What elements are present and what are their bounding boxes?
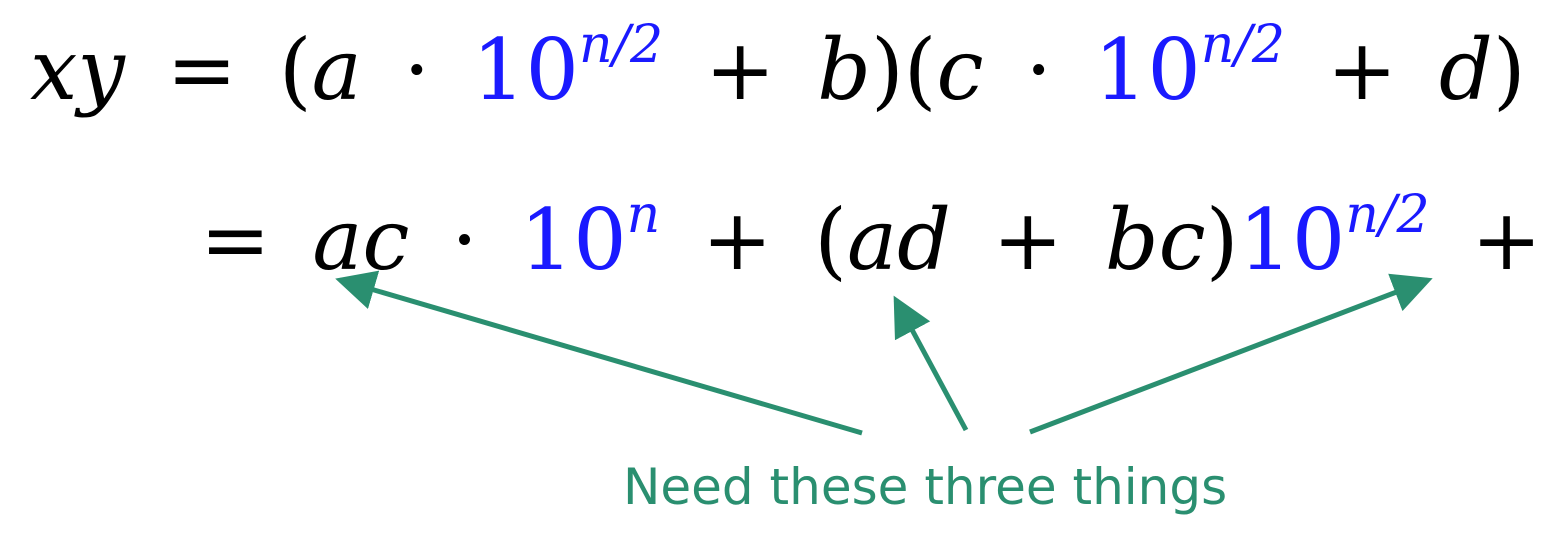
ten-base: 10 [472,21,579,119]
dot-operator: · [1025,21,1053,119]
ten-base: 10 [519,191,627,289]
paren-open: ( [278,21,312,119]
arrow-to-ac [335,270,863,436]
exponent-n-half: n/2 [1200,14,1286,75]
paren-open: ( [814,191,847,289]
annotation-caption: Need these three things [623,458,1228,516]
arrow-to-bd [1029,273,1433,435]
term-bc: bc [1104,191,1206,289]
power-of-ten: 10n/2 [1093,18,1285,119]
equation-line-1: xy = (a · 10n/2 + b)(c · 10n/2 + d) [30,18,1526,112]
ten-base: 10 [1238,191,1346,289]
plus-sign: + [702,191,773,289]
equals-sign: = [200,191,271,289]
plus-sign: + [992,191,1064,289]
paren-close: ) [1205,191,1239,289]
ten-base: 10 [1093,21,1201,119]
exponent-n-half: n/2 [1345,184,1430,245]
power-of-ten: 10n [519,188,660,289]
plus-sign: + [1326,21,1398,119]
plus-sign: + [1471,191,1542,289]
term-ac: ac [312,191,410,289]
equation-line-2: = ac · 10n + (ad + bc)10n/2 + bd [185,188,1548,282]
exponent-n: n [626,184,661,245]
paren-open: ( [903,21,937,119]
paren-close: ) [870,21,904,119]
lhs-xy: xy [30,21,125,119]
var-b: b [817,21,871,119]
dot-operator: · [403,21,431,119]
var-a: a [311,21,362,119]
exponent-n-half: n/2 [578,14,664,75]
equals-sign: = [166,21,238,119]
var-c: c [936,21,984,119]
term-ad: ad [847,191,951,289]
paren-close: ) [1492,21,1526,119]
plus-sign: + [704,21,776,119]
power-of-ten: 10n/2 [472,18,663,119]
power-of-ten: 10n/2 [1238,188,1429,289]
var-d: d [1439,21,1493,119]
arrow-to-ad-bc [893,295,969,432]
dot-operator: · [451,191,478,289]
